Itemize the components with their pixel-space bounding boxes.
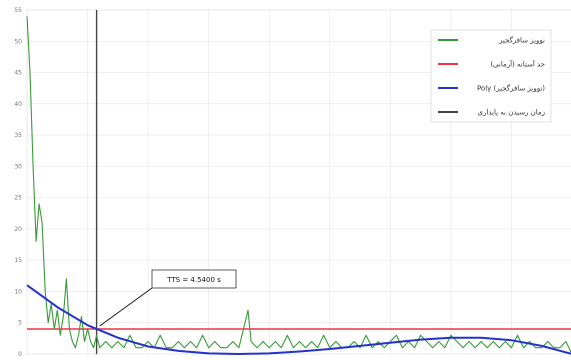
legend: نوویز سافرگجیر حد آستانه (آرمانی) Poly (نو… xyxy=(431,30,551,122)
y-tick-label: 25 xyxy=(14,195,22,202)
y-tick-label: 0 xyxy=(18,351,22,358)
y-tick-label: 5 xyxy=(18,320,22,327)
y-tick-label: 50 xyxy=(14,38,22,45)
y-tick-label: 55 xyxy=(14,7,22,14)
legend-label-1: حد آستانه (آرمانی) xyxy=(490,60,545,69)
legend-label-2: Poly (نوویز سافرگجیر) xyxy=(477,84,545,93)
annotation-label: TTS = 4.5400 s xyxy=(166,276,221,284)
y-tick-label: 35 xyxy=(14,132,22,139)
legend-label-0: نوویز سافرگجیر xyxy=(498,36,545,45)
y-tick-label: 20 xyxy=(14,226,22,233)
y-tick-label: 45 xyxy=(14,70,22,77)
y-tick-label: 40 xyxy=(14,101,22,108)
y-axis-ticks: 0 5 10 15 20 25 30 35 40 45 50 55 xyxy=(14,7,22,358)
y-tick-label: 10 xyxy=(14,288,22,295)
legend-label-3: زمان رسیدن به پایداری xyxy=(478,109,545,117)
y-tick-label: 30 xyxy=(14,163,22,170)
y-tick-label: 15 xyxy=(14,257,22,264)
